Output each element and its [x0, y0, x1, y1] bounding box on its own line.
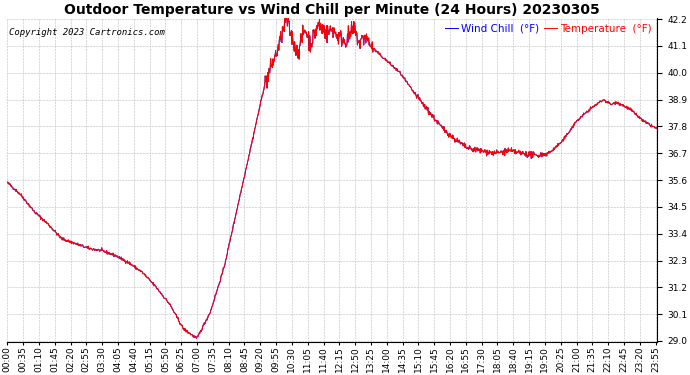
Line: Wind Chill  (°F): Wind Chill (°F)	[8, 14, 658, 338]
Wind Chill  (°F)	[577, 114, 585, 118]
Wind Chill  (°F)	[520, 151, 528, 156]
Legend: Wind Chill  (°F), Temperature  (°F): Wind Chill (°F), Temperature (°F)	[442, 20, 656, 38]
Temperature  (°F)	[577, 114, 585, 118]
Temperature  (°F)	[520, 151, 528, 156]
Wind Chill  (°F)	[221, 262, 229, 267]
Temperature  (°F)	[148, 280, 156, 285]
Temperature  (°F)	[221, 262, 229, 267]
Wind Chill  (°F)	[435, 120, 443, 124]
Title: Outdoor Temperature vs Wind Chill per Minute (24 Hours) 20230305: Outdoor Temperature vs Wind Chill per Mi…	[64, 3, 600, 17]
Wind Chill  (°F)	[193, 336, 201, 340]
Line: Temperature  (°F): Temperature (°F)	[8, 14, 658, 338]
Wind Chill  (°F)	[132, 267, 140, 272]
Temperature  (°F)	[132, 267, 140, 272]
Temperature  (°F)	[653, 126, 662, 130]
Wind Chill  (°F)	[653, 126, 662, 130]
Temperature  (°F)	[3, 180, 12, 184]
Text: Copyright 2023 Cartronics.com: Copyright 2023 Cartronics.com	[8, 28, 164, 37]
Wind Chill  (°F)	[148, 280, 156, 285]
Wind Chill  (°F)	[281, 12, 289, 16]
Wind Chill  (°F)	[3, 180, 12, 184]
Temperature  (°F)	[281, 12, 289, 16]
Temperature  (°F)	[435, 120, 443, 124]
Temperature  (°F)	[193, 336, 201, 340]
